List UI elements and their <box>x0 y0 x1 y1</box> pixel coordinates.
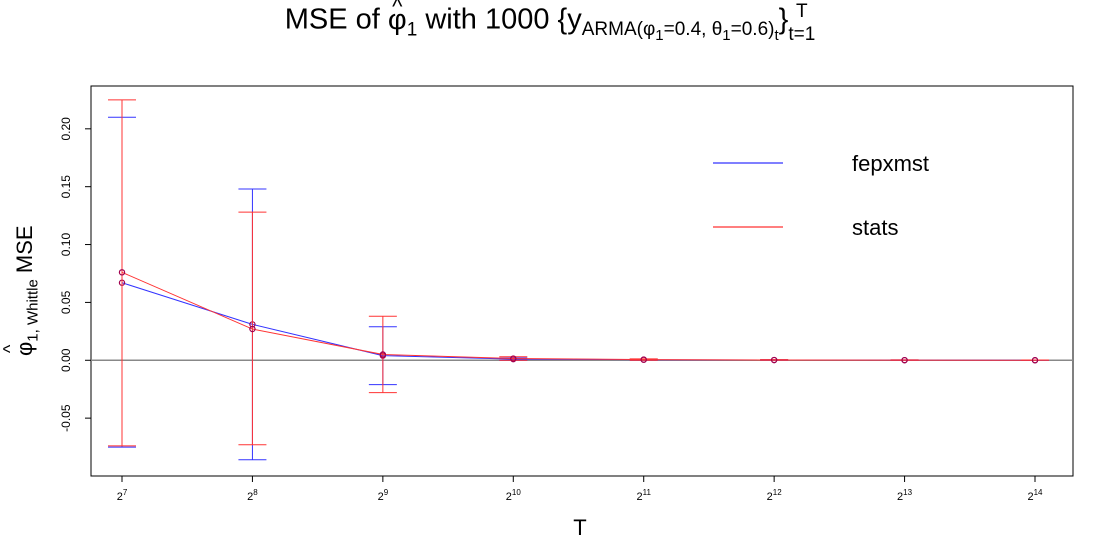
x-tick-label: 210 <box>506 488 522 503</box>
series-line <box>121 282 1036 361</box>
x-tick-label: 214 <box>1027 488 1043 503</box>
y-axis-label: ^ φ1, Whittle MSE <box>0 225 42 356</box>
y-tick-label: 0.15 <box>59 175 73 199</box>
data-point <box>1031 357 1039 364</box>
y-tick-label: -0.05 <box>59 404 73 432</box>
y-axis: -0.05 0.00 0.05 0.10 0.15 0.20 <box>59 117 92 432</box>
x-tick-label: 28 <box>247 488 258 503</box>
title-sup-T: T <box>796 1 808 22</box>
data-point <box>118 269 126 276</box>
series-stats <box>108 99 1049 447</box>
legend-label-fepxmst: fepxmst <box>852 151 929 176</box>
title-phi-sub: 1 <box>406 19 418 41</box>
y-tick-label: 0.20 <box>59 117 73 141</box>
x-tick-label: 29 <box>378 488 389 503</box>
series-layer <box>108 99 1049 461</box>
plot-frame <box>90 85 1074 477</box>
legend: fepxmst stats <box>713 151 929 240</box>
data-point <box>901 356 908 364</box>
x-tick-label: 27 <box>117 488 128 503</box>
data-point <box>379 351 387 358</box>
y-tick-label: 0.05 <box>59 290 73 314</box>
x-tick-label: 211 <box>636 488 651 503</box>
title-sub-t1: t=1 <box>788 24 816 45</box>
data-point <box>510 355 517 362</box>
y-tick-label: 0.10 <box>59 233 73 257</box>
title-arma-sub: ARMA(φ1=0.4, θ1=0.6)t <box>581 19 779 45</box>
x-tick-label: 212 <box>767 488 783 503</box>
chart-title: MSE of ^ φ1 with 1000 {yARMA(φ1=0.4, θ1=0… <box>0 0 1100 45</box>
data-point <box>249 325 256 333</box>
title-phi-hat: ^ φ <box>387 0 407 36</box>
title-close-brace: } <box>778 3 789 36</box>
x-axis: 27 28 29 210 211 212 213 214 <box>117 475 1043 503</box>
x-tick-label: 213 <box>897 488 913 503</box>
series-line <box>121 271 1036 361</box>
title-middle: with 1000 {y <box>417 3 582 36</box>
x-axis-label: T <box>573 515 586 540</box>
title-prefix: MSE of <box>284 3 388 36</box>
data-point <box>770 356 778 364</box>
y-tick-label: 0.00 <box>59 348 73 372</box>
data-point <box>640 356 647 363</box>
legend-label-stats: stats <box>852 215 898 240</box>
